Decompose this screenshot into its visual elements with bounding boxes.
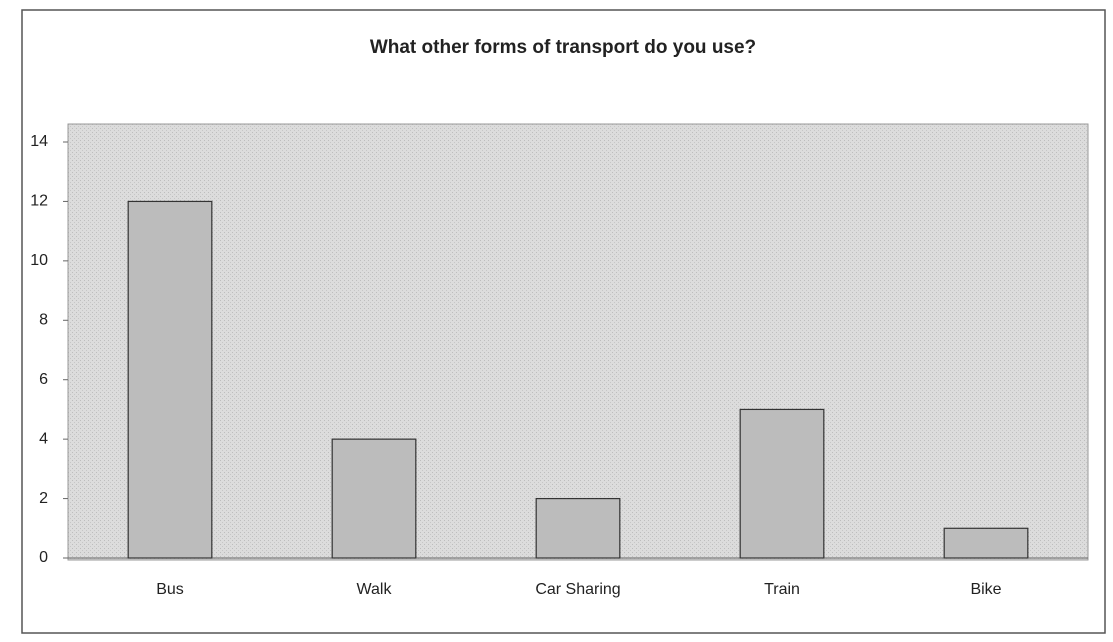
y-tick-label: 2 bbox=[39, 490, 48, 507]
x-tick-label: Bike bbox=[970, 581, 1001, 598]
y-tick-label: 8 bbox=[39, 312, 48, 329]
y-tick-label: 10 bbox=[30, 252, 48, 269]
y-tick-label: 12 bbox=[30, 193, 48, 210]
x-tick-label: Bus bbox=[156, 581, 184, 598]
x-tick-label: Car Sharing bbox=[535, 581, 620, 598]
bar bbox=[331, 438, 417, 559]
y-tick-label: 0 bbox=[39, 549, 48, 566]
plot-area bbox=[67, 123, 1089, 561]
bar bbox=[535, 497, 621, 559]
y-tick-label: 6 bbox=[39, 371, 48, 388]
bar bbox=[739, 408, 825, 559]
x-tick-label: Train bbox=[764, 581, 800, 598]
bar bbox=[943, 527, 1029, 559]
x-tick-label: Walk bbox=[357, 581, 393, 598]
bar bbox=[127, 200, 213, 559]
y-tick-label: 14 bbox=[30, 133, 48, 150]
y-tick-label: 4 bbox=[39, 430, 48, 447]
chart-title: What other forms of transport do you use… bbox=[370, 37, 756, 58]
